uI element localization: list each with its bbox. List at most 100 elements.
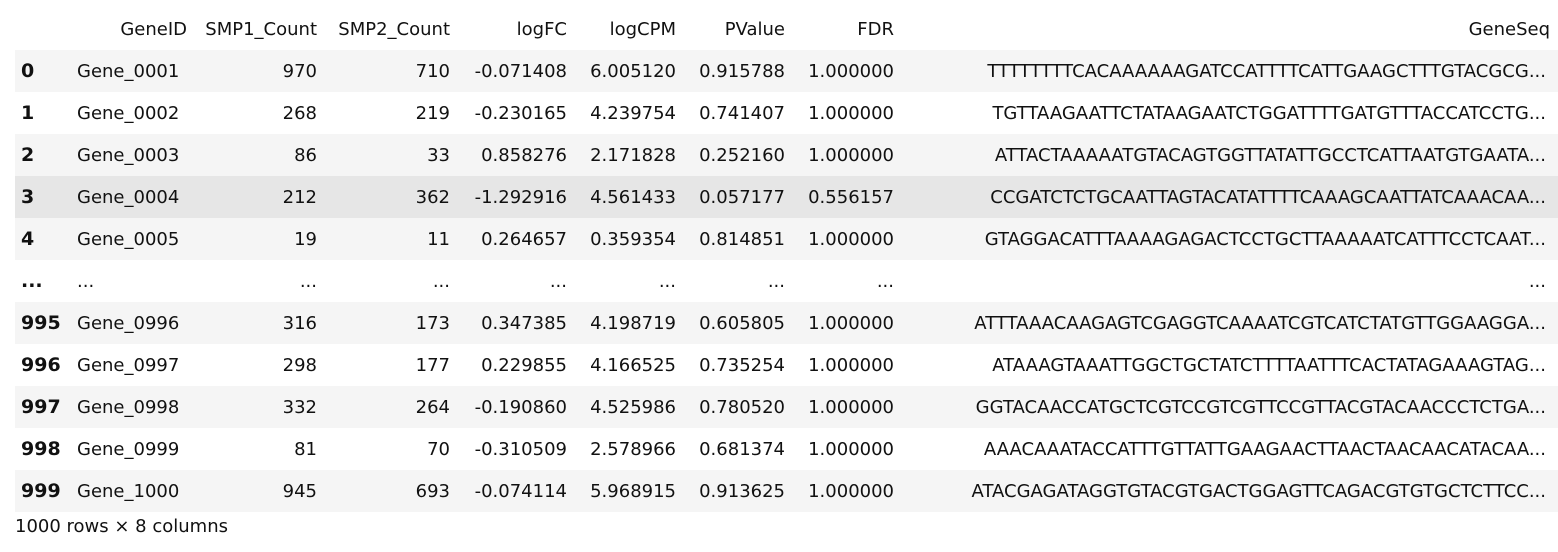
table-header-row: GeneID SMP1_Count SMP2_Count logFC logCPM PVa…: [15, 8, 1558, 50]
cell-logcpm: 5.968915: [590, 480, 676, 502]
column-header-smp2-count: SMP2_Count: [338, 18, 450, 40]
row-index: 997: [21, 396, 61, 418]
cell-logcpm: 2.578966: [590, 438, 676, 460]
cell-geneid: ...: [77, 270, 95, 292]
cell-geneseq: ATACGAGATAGGTGTACGTGACTGGAGTTCAGACGTGTGC…: [971, 480, 1546, 502]
cell-logfc: 0.229855: [481, 354, 567, 376]
cell-smp1-count: 19: [294, 228, 317, 250]
column-header-fdr: FDR: [857, 18, 894, 40]
cell-geneid: Gene_0999: [77, 438, 180, 460]
row-index: 995: [21, 312, 61, 334]
table-body: 0 Gene_0001 970 710 -0.071408 6.005120 0.91578…: [15, 50, 1558, 512]
cell-pvalue: 0.605805: [699, 312, 785, 334]
row-index: ...: [21, 270, 43, 292]
table-row: 0 Gene_0001 970 710 -0.071408 6.005120 0.91578…: [15, 50, 1558, 92]
cell-smp2-count: 33: [427, 144, 450, 166]
cell-fdr: 1.000000: [808, 312, 894, 334]
table-row: 997 Gene_0998 332 264 -0.190860 4.525986 0.780…: [15, 386, 1558, 428]
cell-geneid: Gene_0002: [77, 102, 180, 124]
table-row: 995 Gene_0996 316 173 0.347385 4.198719 0.6058…: [15, 302, 1558, 344]
cell-geneid: Gene_0997: [77, 354, 180, 376]
cell-geneid: Gene_0003: [77, 144, 180, 166]
cell-logfc: 0.347385: [481, 312, 567, 334]
cell-smp2-count: 173: [415, 312, 450, 334]
column-header-logcpm: logCPM: [609, 18, 676, 40]
cell-geneseq: GTAGGACATTTAAAAGAGACTCCTGCTTAAAAATCATTTC…: [984, 228, 1546, 250]
table-shape-footer: 1000 rows × 8 columns: [15, 516, 228, 537]
row-index: 1: [21, 102, 35, 124]
row-index: 3: [21, 186, 35, 208]
cell-geneseq: GGTACAACCATGCTCGTCCGTCGTTCCGTTACGTACAACC…: [975, 396, 1546, 418]
cell-logfc: -0.230165: [474, 102, 567, 124]
cell-logcpm: ...: [658, 270, 676, 292]
cell-smp1-count: 945: [282, 480, 317, 502]
cell-smp1-count: ...: [299, 270, 317, 292]
cell-smp2-count: 11: [427, 228, 450, 250]
cell-logfc: -0.190860: [474, 396, 567, 418]
cell-logcpm: 2.171828: [590, 144, 676, 166]
cell-smp1-count: 970: [282, 60, 317, 82]
column-header-smp1-count: SMP1_Count: [205, 18, 317, 40]
cell-smp1-count: 332: [282, 396, 317, 418]
cell-geneseq: ...: [1528, 270, 1546, 292]
column-header-logfc: logFC: [516, 18, 567, 40]
cell-smp1-count: 212: [282, 186, 317, 208]
cell-geneid: Gene_0004: [77, 186, 180, 208]
cell-smp2-count: 219: [415, 102, 450, 124]
cell-fdr: 1.000000: [808, 354, 894, 376]
cell-smp1-count: 86: [294, 144, 317, 166]
cell-geneid: Gene_0005: [77, 228, 180, 250]
cell-fdr: 1.000000: [808, 480, 894, 502]
table-row: 999 Gene_1000 945 693 -0.074114 5.968915 0.913…: [15, 470, 1558, 512]
cell-geneid: Gene_0998: [77, 396, 180, 418]
cell-geneseq: TGTTAAGAATTCTATAAGAATCTGGATTTTGATGTTTACC…: [992, 102, 1546, 124]
cell-geneid: Gene_0996: [77, 312, 180, 334]
row-index: 996: [21, 354, 61, 376]
cell-fdr: ...: [876, 270, 894, 292]
cell-logfc: -1.292916: [474, 186, 567, 208]
cell-smp1-count: 316: [282, 312, 317, 334]
cell-logfc: -0.310509: [474, 438, 567, 460]
cell-pvalue: 0.681374: [699, 438, 785, 460]
cell-logfc: 0.264657: [481, 228, 567, 250]
cell-pvalue: 0.741407: [699, 102, 785, 124]
cell-pvalue: 0.735254: [699, 354, 785, 376]
cell-pvalue: 0.780520: [699, 396, 785, 418]
row-index: 4: [21, 228, 35, 250]
cell-smp2-count: 693: [415, 480, 450, 502]
cell-smp2-count: 70: [427, 438, 450, 460]
cell-pvalue: 0.252160: [699, 144, 785, 166]
cell-logcpm: 0.359354: [590, 228, 676, 250]
cell-smp2-count: 177: [415, 354, 450, 376]
cell-pvalue: 0.915788: [699, 60, 785, 82]
cell-pvalue: ...: [767, 270, 785, 292]
cell-geneseq: CCGATCTCTGCAATTAGTACATATTTTCAAAGCAATTATC…: [990, 186, 1546, 208]
cell-logfc: -0.071408: [474, 60, 567, 82]
cell-logfc: -0.074114: [474, 480, 567, 502]
cell-logfc: ...: [549, 270, 567, 292]
table-row: 996 Gene_0997 298 177 0.229855 4.166525 0.7352…: [15, 344, 1558, 386]
column-header-geneseq: GeneSeq: [1468, 18, 1550, 40]
table-row: 4 Gene_0005 19 11 0.264657 0.359354 0.814851 1.…: [15, 218, 1558, 260]
dataframe-table: GeneID SMP1_Count SMP2_Count logFC logCPM PVa…: [15, 8, 1558, 512]
cell-logcpm: 4.166525: [590, 354, 676, 376]
row-index: 2: [21, 144, 35, 166]
cell-fdr: 1.000000: [808, 438, 894, 460]
cell-smp2-count: 362: [415, 186, 450, 208]
column-header-geneid: GeneID: [120, 18, 187, 40]
cell-geneseq: AAACAAATACCATTTGTTATTGAAGAACTTAACTAACAAC…: [983, 438, 1546, 460]
cell-logcpm: 4.198719: [590, 312, 676, 334]
table-row: 1 Gene_0002 268 219 -0.230165 4.239754 0.74140…: [15, 92, 1558, 134]
cell-geneid: Gene_1000: [77, 480, 180, 502]
cell-smp2-count: ...: [432, 270, 450, 292]
cell-fdr: 1.000000: [808, 60, 894, 82]
table-row: 3 Gene_0004 212 362 -1.292916 4.561433 0.05717…: [15, 176, 1558, 218]
cell-smp2-count: 710: [415, 60, 450, 82]
cell-smp2-count: 264: [415, 396, 450, 418]
cell-logcpm: 4.561433: [590, 186, 676, 208]
cell-smp1-count: 298: [282, 354, 317, 376]
cell-fdr: 1.000000: [808, 228, 894, 250]
row-index: 999: [21, 480, 61, 502]
cell-geneseq: TTTTTTTTCACAAAAAAGATCCATTTTCATTGAAGCTTTG…: [987, 60, 1546, 82]
